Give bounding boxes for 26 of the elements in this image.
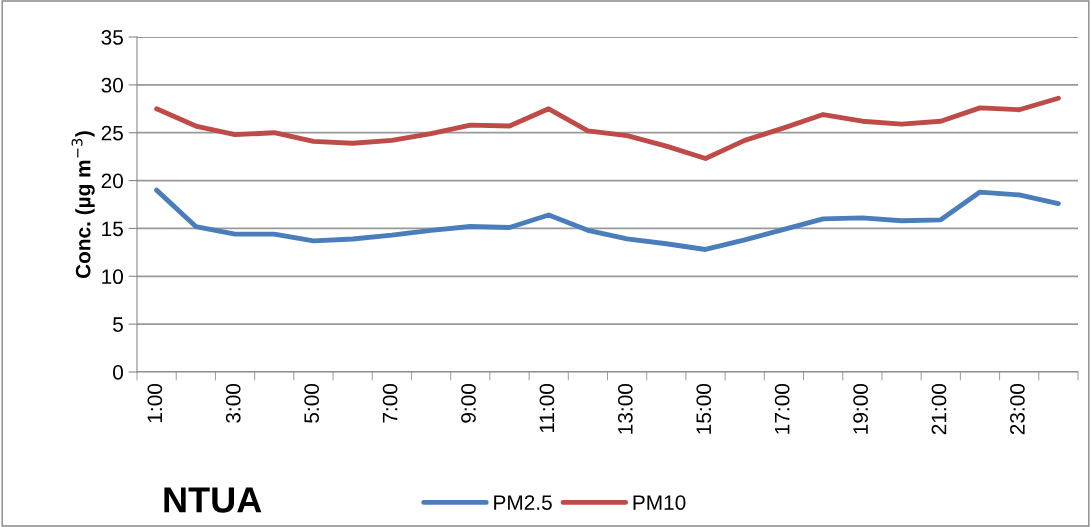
x-tick-label: 7:00 bbox=[382, 383, 398, 423]
x-tick-label: 9:00 bbox=[461, 383, 476, 423]
x-tick-label: 3:00 bbox=[225, 383, 241, 423]
y-tick-label: 35 bbox=[101, 30, 123, 45]
y-tick-label: 15 bbox=[102, 221, 123, 237]
text: NTUA bbox=[164, 487, 262, 513]
line-series bbox=[154, 187, 1061, 252]
y-tick-label: 0 bbox=[113, 365, 123, 380]
x-tick-label: 11:00 bbox=[539, 383, 555, 433]
x-tick-label: 13:00 bbox=[617, 383, 633, 434]
x-tick-label: 21:00 bbox=[931, 383, 947, 435]
legend-label: PM2.5 bbox=[494, 495, 552, 510]
x-tick-label: 15:00 bbox=[696, 383, 712, 434]
line-series bbox=[154, 95, 1061, 161]
y-axis-title: Conc. (µg m$^{−3}$) bbox=[71, 131, 95, 279]
y-tick-label: 30 bbox=[101, 77, 123, 93]
x-tick-label: 5:00 bbox=[304, 383, 320, 423]
x-tick-label: 1:00 bbox=[147, 383, 163, 423]
legend-label: PM10 bbox=[633, 495, 686, 510]
y-tick-label: 25 bbox=[101, 125, 123, 141]
x-tick-label: 17:00 bbox=[774, 383, 790, 434]
x-tick-label: 19:00 bbox=[853, 383, 868, 434]
x-tick-label: 23:00 bbox=[1010, 383, 1025, 435]
y-tick-label: 5 bbox=[113, 317, 123, 332]
y-tick-label: 20 bbox=[101, 173, 123, 189]
y-tick-label: 10 bbox=[102, 269, 123, 285]
